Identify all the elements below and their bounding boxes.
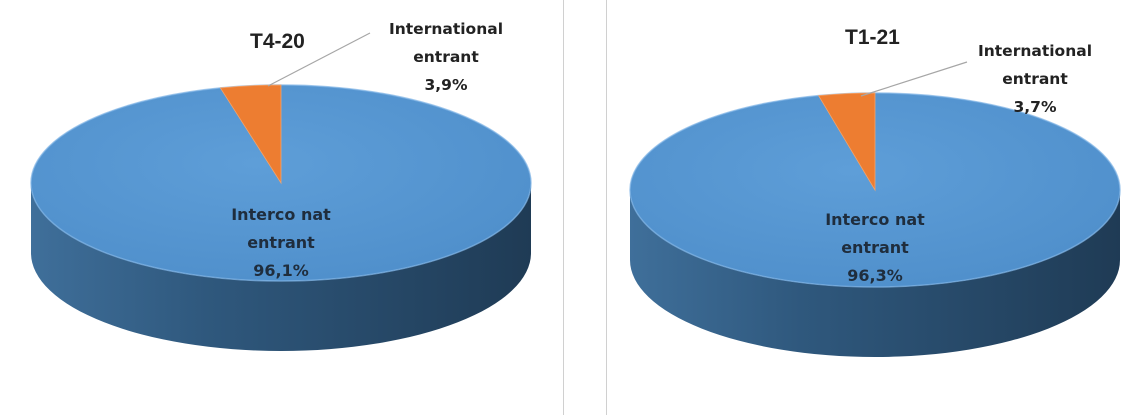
label-minor-line3: 3,9% [425, 76, 468, 94]
label-major-line3: 96,3% [847, 266, 903, 285]
pie-chart-t4-20: T4-20 International entrant 3,9% Interco… [30, 20, 532, 351]
chart-title: T1-21 [845, 26, 900, 49]
label-minor-line1: International [389, 20, 503, 38]
slice-minor [817, 92, 876, 192]
label-major-line3: 96,1% [253, 261, 309, 280]
pie-side [630, 190, 1120, 357]
label-minor-line3: 3,7% [1014, 98, 1057, 116]
chart-panel-right: T1-21 International entrant 3,7% Interco… [606, 0, 1140, 415]
label-major-line1: Interco nat [825, 210, 925, 229]
label-minor-line1: International [978, 42, 1092, 60]
slice-minor [219, 84, 282, 185]
label-major-line2: entrant [247, 233, 315, 252]
label-minor-line2: entrant [1002, 70, 1068, 88]
label-major-line2: entrant [841, 238, 909, 257]
leader-line [267, 32, 371, 87]
label-major-line1: Interco nat [231, 205, 331, 224]
chart-panel-left: T4-20 International entrant 3,9% Interco… [0, 0, 564, 415]
pie-side [31, 183, 531, 351]
pie-group [30, 84, 532, 351]
chart-title: T4-20 [250, 30, 305, 53]
pie-chart-t1-21: T1-21 International entrant 3,7% Interco… [629, 26, 1121, 357]
pie-group [629, 92, 1121, 357]
leader-line [860, 61, 968, 97]
label-minor-line2: entrant [413, 48, 479, 66]
